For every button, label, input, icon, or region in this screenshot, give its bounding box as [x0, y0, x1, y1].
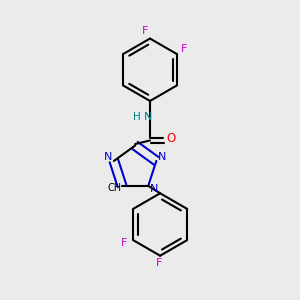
- Text: H: H: [133, 112, 140, 122]
- Text: F: F: [155, 258, 162, 268]
- Text: F: F: [142, 26, 149, 36]
- Text: N: N: [104, 152, 112, 162]
- Text: F: F: [181, 44, 188, 54]
- Text: N: N: [144, 112, 153, 122]
- Text: F: F: [121, 238, 128, 248]
- Text: N: N: [158, 152, 166, 162]
- Text: N: N: [149, 184, 158, 194]
- Text: O: O: [166, 132, 176, 145]
- Text: CH: CH: [107, 183, 122, 193]
